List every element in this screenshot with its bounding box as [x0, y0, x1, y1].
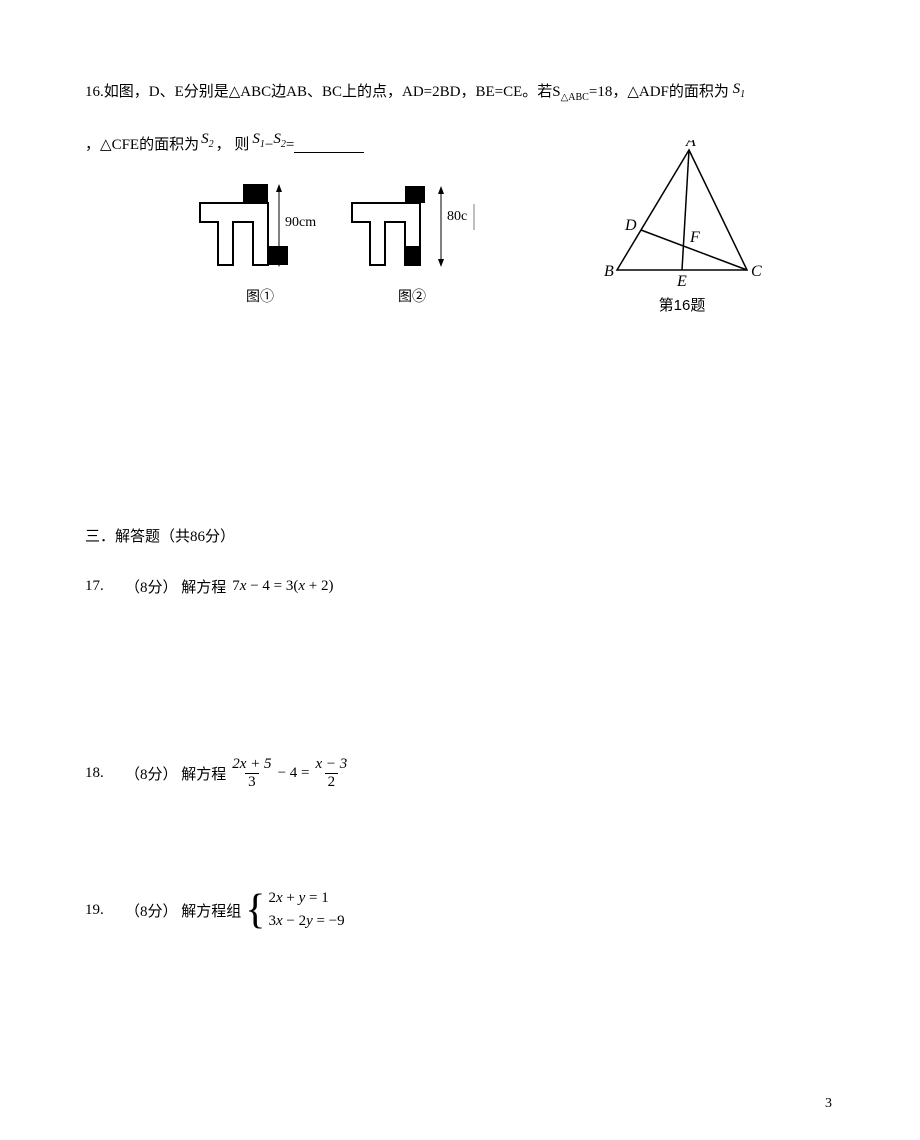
text: ABC: [240, 84, 271, 100]
p18-num: 18.: [85, 765, 125, 782]
expr-sub1: 1: [260, 139, 265, 150]
expr-S2: S: [273, 131, 281, 147]
desk2-label: 图②: [398, 286, 426, 306]
text: ，: [85, 133, 100, 157]
triangle-caption: 第16题: [659, 294, 706, 315]
answer-blank: [294, 138, 364, 153]
text: 16.如图，D、E分别是: [85, 84, 229, 100]
desk1-label: 图①: [246, 286, 274, 306]
text: ， 则: [216, 133, 250, 157]
expr-sub2: 2: [281, 139, 286, 150]
desk1-dim-text: 90cm: [285, 215, 316, 230]
svg-text:D: D: [624, 217, 637, 234]
text: CFE的面积为: [112, 133, 200, 157]
figure-row: 90cm 图① 80c: [85, 180, 840, 315]
p18-pts: （8分） 解方程: [125, 763, 226, 784]
triangle-figure: A B C D E F 第16题: [597, 140, 767, 315]
var-S2: S: [201, 131, 209, 147]
p19-num: 19.: [85, 902, 125, 919]
section-3-heading: 三．解答题（共86分）: [85, 525, 840, 546]
desk-1: 90cm 图①: [195, 180, 325, 306]
eq-sign: =: [286, 133, 294, 157]
expr-S1: S: [252, 131, 260, 147]
desk1-svg: 90cm: [195, 180, 325, 280]
svg-text:B: B: [604, 263, 614, 280]
p17-pts: （8分） 解方程: [125, 576, 226, 597]
problem-19: 19. （8分） 解方程组 { 2x + y = 1 3x − 2y = −9: [85, 890, 840, 930]
p18-frac2: x − 3 2: [312, 757, 350, 790]
text: =18，: [589, 84, 627, 100]
p17-num: 17.: [85, 578, 125, 595]
subscript: △ABC: [561, 92, 589, 103]
desk2-svg: 80c: [347, 180, 477, 280]
svg-text:A: A: [685, 140, 696, 150]
p19-system: { 2x + y = 1 3x − 2y = −9: [245, 890, 344, 930]
svg-text:F: F: [689, 229, 700, 246]
minus: −: [265, 133, 273, 157]
p19-pts: （8分） 解方程组: [125, 900, 241, 921]
text: ADF的面积为: [639, 84, 729, 100]
text: 边AB、BC上的点，AD=2BD，BE=CE。若S: [271, 84, 560, 100]
p18-frac1: 2x + 5 3: [229, 757, 274, 790]
p19-eq2: 3x − 2y = −9: [268, 913, 344, 930]
p19-eq1: 2x + y = 1: [268, 890, 344, 907]
desk-2: 80c 图②: [347, 180, 477, 306]
sub-2: 2: [209, 139, 214, 150]
problem-17: 17. （8分） 解方程 7x − 4 = 3(x + 2): [85, 576, 840, 597]
triangle-svg: A B C D E F: [597, 140, 767, 290]
p18-mid: − 4 =: [278, 765, 310, 782]
sub-1: 1: [740, 89, 745, 100]
desk2-dim-text: 80c: [447, 209, 467, 224]
svg-text:E: E: [676, 273, 687, 290]
problem-18: 18. （8分） 解方程 2x + 5 3 − 4 = x − 3 2: [85, 757, 840, 790]
svg-text:C: C: [751, 263, 762, 280]
q16-line1: 16.如图，D、E分别是 △ABC边AB、BC上的点，AD=2BD，BE=CE。若…: [85, 80, 840, 110]
page-number: 3: [825, 1096, 832, 1112]
desk-group: 90cm 图① 80c: [195, 180, 477, 306]
